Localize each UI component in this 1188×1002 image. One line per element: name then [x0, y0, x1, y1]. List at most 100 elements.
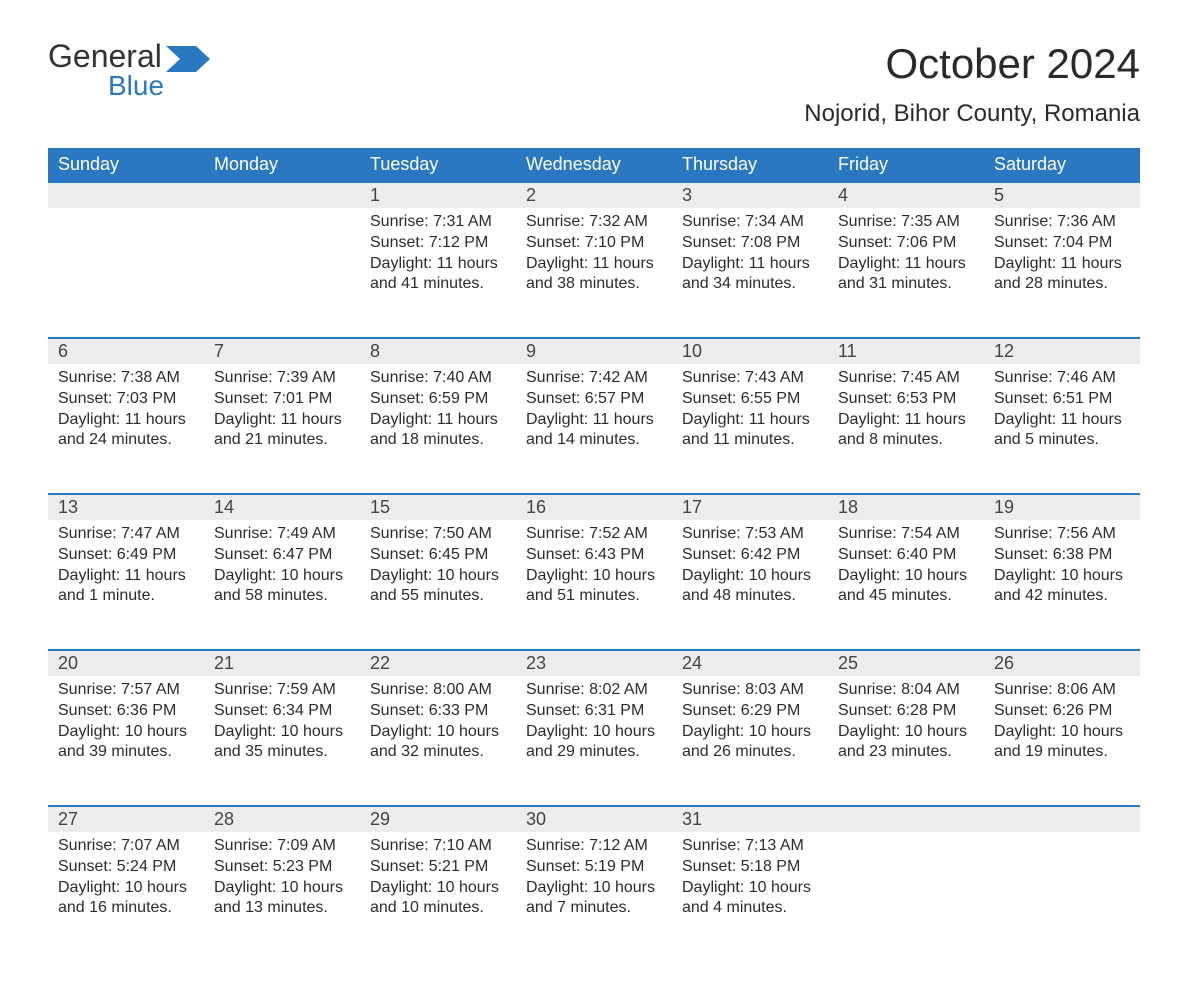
daylight-text: Daylight: 10 hours [58, 878, 194, 899]
daylight-text: and 24 minutes. [58, 430, 194, 451]
day-number-cell: 12 [984, 338, 1140, 364]
day-cell: Sunrise: 7:38 AMSunset: 7:03 PMDaylight:… [48, 364, 204, 494]
calendar-table: Sunday Monday Tuesday Wednesday Thursday… [48, 148, 1140, 962]
day-number-row: 12345 [48, 182, 1140, 208]
sunset-text: Sunset: 5:24 PM [58, 857, 194, 878]
day-cell: Sunrise: 7:10 AMSunset: 5:21 PMDaylight:… [360, 832, 516, 962]
day-content: Sunrise: 7:32 AMSunset: 7:10 PMDaylight:… [516, 208, 672, 309]
sunrise-text: Sunrise: 7:45 AM [838, 368, 974, 389]
day-content: Sunrise: 7:47 AMSunset: 6:49 PMDaylight:… [48, 520, 204, 621]
day-number-cell: 27 [48, 806, 204, 832]
daylight-text: Daylight: 11 hours [526, 254, 662, 275]
page-title: October 2024 [804, 40, 1140, 88]
daylight-text: and 5 minutes. [994, 430, 1130, 451]
day-number: 24 [682, 653, 702, 673]
daylight-text: and 13 minutes. [214, 898, 350, 919]
day-number-cell: 16 [516, 494, 672, 520]
sunrise-text: Sunrise: 7:32 AM [526, 212, 662, 233]
daylight-text: and 18 minutes. [370, 430, 506, 451]
sunrise-text: Sunrise: 8:04 AM [838, 680, 974, 701]
sunrise-text: Sunrise: 7:07 AM [58, 836, 194, 857]
daylight-text: Daylight: 10 hours [526, 566, 662, 587]
sunrise-text: Sunrise: 8:02 AM [526, 680, 662, 701]
sunrise-text: Sunrise: 7:09 AM [214, 836, 350, 857]
day-cell: Sunrise: 7:09 AMSunset: 5:23 PMDaylight:… [204, 832, 360, 962]
weekday-header: Wednesday [516, 148, 672, 182]
daylight-text: Daylight: 10 hours [994, 722, 1130, 743]
day-cell: Sunrise: 7:46 AMSunset: 6:51 PMDaylight:… [984, 364, 1140, 494]
daylight-text: and 8 minutes. [838, 430, 974, 451]
day-content: Sunrise: 8:04 AMSunset: 6:28 PMDaylight:… [828, 676, 984, 777]
day-number-row: 13141516171819 [48, 494, 1140, 520]
daylight-text: and 35 minutes. [214, 742, 350, 763]
day-number-cell: 28 [204, 806, 360, 832]
day-number-cell [984, 806, 1140, 832]
day-number-cell: 11 [828, 338, 984, 364]
day-content: Sunrise: 7:13 AMSunset: 5:18 PMDaylight:… [672, 832, 828, 933]
day-number-cell: 6 [48, 338, 204, 364]
day-content: Sunrise: 8:00 AMSunset: 6:33 PMDaylight:… [360, 676, 516, 777]
daylight-text: Daylight: 11 hours [994, 254, 1130, 275]
sunset-text: Sunset: 6:45 PM [370, 545, 506, 566]
sunset-text: Sunset: 6:47 PM [214, 545, 350, 566]
day-content: Sunrise: 7:49 AMSunset: 6:47 PMDaylight:… [204, 520, 360, 621]
day-number: 7 [214, 341, 224, 361]
sunset-text: Sunset: 7:08 PM [682, 233, 818, 254]
day-content: Sunrise: 7:43 AMSunset: 6:55 PMDaylight:… [672, 364, 828, 465]
daylight-text: Daylight: 10 hours [838, 722, 974, 743]
daylight-text: Daylight: 10 hours [526, 878, 662, 899]
day-number-cell: 14 [204, 494, 360, 520]
day-number-row: 20212223242526 [48, 650, 1140, 676]
daylight-text: and 11 minutes. [682, 430, 818, 451]
sunset-text: Sunset: 6:28 PM [838, 701, 974, 722]
weekday-header: Friday [828, 148, 984, 182]
daylight-text: and 39 minutes. [58, 742, 194, 763]
logo-general: General [48, 38, 162, 74]
header: General Blue October 2024 Nojorid, Bihor… [48, 40, 1140, 142]
title-block: October 2024 Nojorid, Bihor County, Roma… [804, 40, 1140, 142]
day-cell: Sunrise: 8:02 AMSunset: 6:31 PMDaylight:… [516, 676, 672, 806]
day-content: Sunrise: 7:40 AMSunset: 6:59 PMDaylight:… [360, 364, 516, 465]
day-cell: Sunrise: 7:59 AMSunset: 6:34 PMDaylight:… [204, 676, 360, 806]
day-number-cell: 23 [516, 650, 672, 676]
daylight-text: Daylight: 11 hours [370, 254, 506, 275]
day-number: 12 [994, 341, 1014, 361]
day-number: 19 [994, 497, 1014, 517]
day-number-cell: 15 [360, 494, 516, 520]
day-cell: Sunrise: 7:42 AMSunset: 6:57 PMDaylight:… [516, 364, 672, 494]
day-content: Sunrise: 8:03 AMSunset: 6:29 PMDaylight:… [672, 676, 828, 777]
daylight-text: Daylight: 10 hours [58, 722, 194, 743]
sunrise-text: Sunrise: 7:13 AM [682, 836, 818, 857]
daylight-text: and 28 minutes. [994, 274, 1130, 295]
sunrise-text: Sunrise: 7:10 AM [370, 836, 506, 857]
day-number: 15 [370, 497, 390, 517]
sunset-text: Sunset: 6:40 PM [838, 545, 974, 566]
daylight-text: Daylight: 11 hours [838, 254, 974, 275]
day-content: Sunrise: 7:42 AMSunset: 6:57 PMDaylight:… [516, 364, 672, 465]
day-number-cell: 9 [516, 338, 672, 364]
day-number-row: 6789101112 [48, 338, 1140, 364]
day-number: 20 [58, 653, 78, 673]
day-content: Sunrise: 7:56 AMSunset: 6:38 PMDaylight:… [984, 520, 1140, 621]
day-number-row: 2728293031 [48, 806, 1140, 832]
day-content: Sunrise: 7:54 AMSunset: 6:40 PMDaylight:… [828, 520, 984, 621]
day-number-cell: 22 [360, 650, 516, 676]
day-number: 1 [370, 185, 380, 205]
logo-text: General Blue [48, 40, 210, 100]
day-number-cell: 7 [204, 338, 360, 364]
logo-blue: Blue [108, 72, 210, 100]
daylight-text: Daylight: 11 hours [838, 410, 974, 431]
day-number: 26 [994, 653, 1014, 673]
daylight-text: Daylight: 10 hours [370, 722, 506, 743]
location-subtitle: Nojorid, Bihor County, Romania [804, 100, 1140, 128]
sunrise-text: Sunrise: 7:49 AM [214, 524, 350, 545]
sunrise-text: Sunrise: 7:47 AM [58, 524, 194, 545]
daylight-text: Daylight: 10 hours [370, 878, 506, 899]
daylight-text: Daylight: 10 hours [526, 722, 662, 743]
day-number-cell: 17 [672, 494, 828, 520]
sunset-text: Sunset: 6:29 PM [682, 701, 818, 722]
daylight-text: and 21 minutes. [214, 430, 350, 451]
day-number-cell: 5 [984, 182, 1140, 208]
day-number-cell: 21 [204, 650, 360, 676]
brand-logo: General Blue [48, 40, 210, 100]
